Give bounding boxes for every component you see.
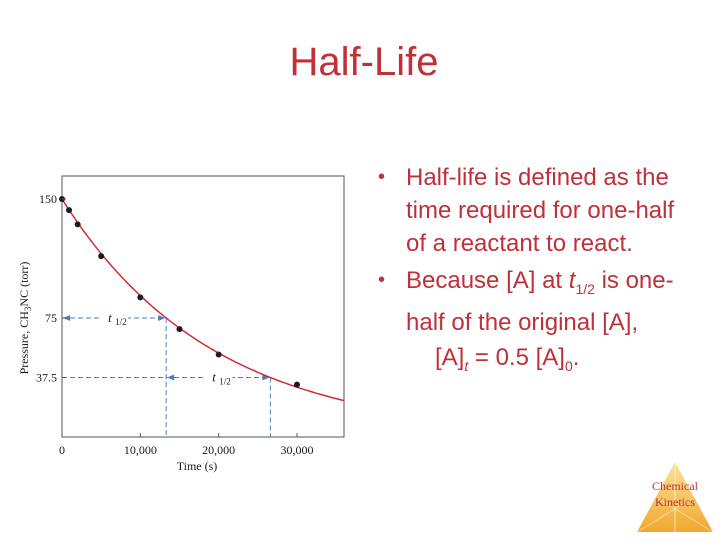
formula-zero: 0 <box>564 357 573 374</box>
plot-area <box>61 175 345 438</box>
bullet-dot-icon: • <box>378 269 386 291</box>
y-axis-label-pre: Pressure, CH <box>17 311 31 375</box>
label-backdrop <box>100 308 129 328</box>
bullet-list: • Half-life is defined as the time requi… <box>378 161 688 383</box>
formula-end: . <box>572 343 580 371</box>
label-backdrop <box>204 367 233 388</box>
bullet-item-definition: • Half-life is defined as the time requi… <box>378 161 688 260</box>
y-tick-label: 75 <box>45 311 57 325</box>
formula-a: [A] <box>435 343 465 371</box>
half-life-label-sub: 1/2 <box>115 317 127 327</box>
x-tick-label: 30,000 <box>281 443 314 457</box>
slide-title: Half-Life <box>289 40 439 84</box>
y-tick-label: 37.5 <box>36 371 57 385</box>
half-life-label: t <box>212 370 216 385</box>
arrow-right-icon <box>262 374 270 381</box>
arrow-left-icon <box>63 315 70 321</box>
formula-t: t <box>464 357 469 374</box>
data-point <box>215 351 222 358</box>
chemical-kinetics-logo: Chemical Kinetics <box>636 462 714 533</box>
arrow-left-icon <box>167 374 175 381</box>
bullet-item-because: • Because [A] at t1/2 is one-half of the… <box>378 264 688 339</box>
data-point <box>66 207 73 214</box>
data-point <box>74 221 81 228</box>
y-axis-label: Pressure, CH3NC (torr) <box>17 262 33 375</box>
x-tick-label: 10,000 <box>124 443 157 457</box>
logo-line1: Chemical <box>652 479 699 493</box>
half-life-formula: [A]t = 0.5 [A]0. <box>378 341 688 383</box>
y-tick-label: 150 <box>39 192 57 206</box>
x-tick-label: 20,000 <box>202 443 235 457</box>
bullet-text-t: t <box>568 267 576 294</box>
half-life-label: t <box>108 310 112 325</box>
bullet-dot-icon: • <box>378 166 386 188</box>
half-life-label-sub: 1/2 <box>219 377 231 387</box>
y-axis-label-post: NC (torr) <box>17 262 31 307</box>
data-point <box>137 294 144 301</box>
bullet-text-because-pre: Because [A] at <box>406 267 569 294</box>
data-point <box>176 326 183 333</box>
logo-line2: Kinetics <box>655 495 695 509</box>
x-axis-label: Time (s) <box>177 459 218 473</box>
bullet-text-definition: Half-life is defined as the time require… <box>406 164 675 257</box>
data-point <box>294 381 300 388</box>
bullet-text-because-post: is one-half of the original [A], <box>406 267 674 336</box>
x-tick-label: 0 <box>59 443 65 457</box>
formula-mid: = 0.5 [A] <box>468 343 565 371</box>
arrow-right-icon <box>158 315 166 321</box>
bullet-text-sub: 1/2 <box>575 280 595 297</box>
data-point <box>98 253 105 260</box>
y-axis-label-sub: 3 <box>23 306 33 311</box>
